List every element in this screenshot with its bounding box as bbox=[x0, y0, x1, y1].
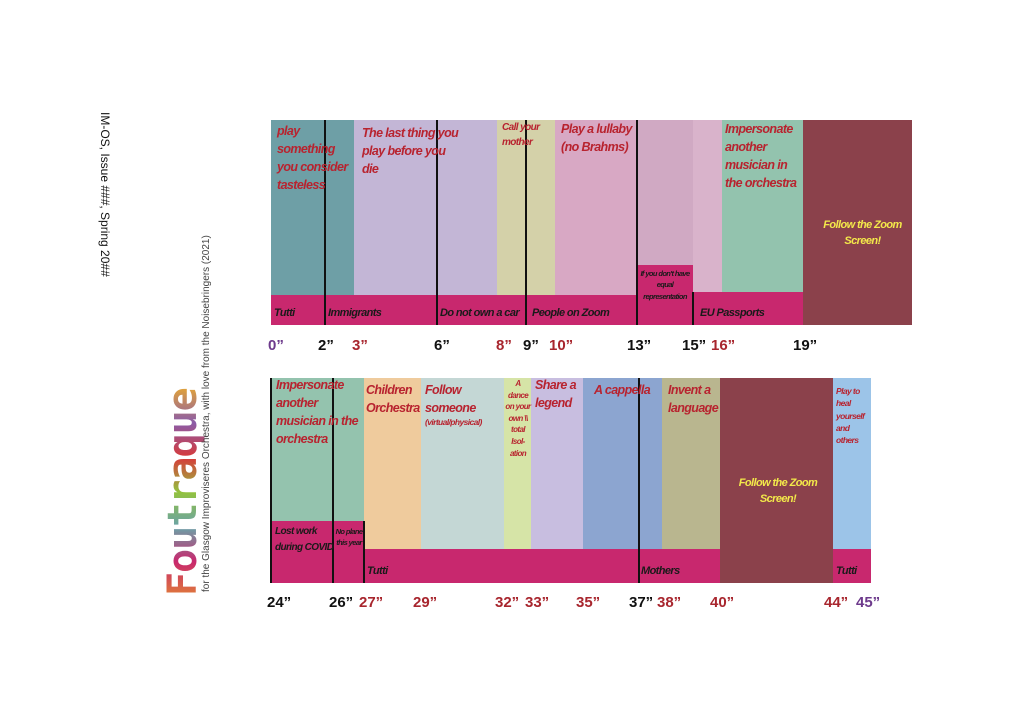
time-label: 45” bbox=[856, 594, 881, 611]
time-label: 15” bbox=[682, 337, 707, 354]
block-note: (virtual/physical) bbox=[425, 417, 482, 427]
band-label: People on Zoom bbox=[532, 307, 610, 319]
time-label: 13” bbox=[627, 337, 652, 354]
color-block bbox=[271, 521, 364, 583]
time-label: 16” bbox=[711, 337, 736, 354]
dedication: for the Glasgow Improviseres Orchestra, … bbox=[201, 235, 212, 592]
time-label: 19” bbox=[793, 337, 818, 354]
time-label: 3” bbox=[352, 337, 368, 354]
time-label: 44” bbox=[824, 594, 849, 611]
time-label: 33” bbox=[525, 594, 550, 611]
time-label: 6” bbox=[434, 337, 450, 354]
band-label: Lost work during COVID bbox=[275, 526, 334, 553]
issue-label: IM-OS, Issue ###, Spring 20## bbox=[98, 112, 112, 277]
time-label: 40” bbox=[710, 594, 735, 611]
instruction: Follow the Zoom Screen! bbox=[738, 477, 818, 505]
time-label: 8” bbox=[496, 337, 512, 354]
divider-line bbox=[525, 120, 527, 325]
instruction: Invent a language bbox=[668, 383, 719, 416]
time-label: 29” bbox=[413, 594, 438, 611]
instruction: A dance on your own \\ total Isol-ation bbox=[505, 379, 531, 458]
color-block bbox=[421, 378, 504, 549]
color-block bbox=[720, 378, 833, 583]
time-label: 27” bbox=[359, 594, 384, 611]
color-block bbox=[693, 292, 803, 325]
time-label: 38” bbox=[657, 594, 682, 611]
band-label: Mothers bbox=[641, 565, 680, 577]
band-label: Immigrants bbox=[328, 307, 382, 319]
instruction: Children Orchestra bbox=[366, 383, 420, 416]
color-block bbox=[271, 120, 354, 295]
color-block bbox=[803, 120, 912, 325]
divider-line bbox=[332, 378, 334, 583]
color-block bbox=[583, 378, 662, 549]
instruction: Call your mother bbox=[502, 122, 540, 148]
instruction: Follow someone bbox=[425, 383, 476, 416]
instruction: play something you consider tasteless bbox=[277, 124, 348, 193]
color-block bbox=[833, 378, 871, 549]
color-block bbox=[364, 549, 720, 583]
divider-line bbox=[363, 521, 365, 583]
time-label: 2” bbox=[318, 337, 334, 354]
divider-line bbox=[270, 378, 272, 583]
color-block bbox=[637, 265, 693, 325]
instruction: Impersonate another musician in the orch… bbox=[725, 122, 797, 191]
instruction: Impersonate another musician in the orch… bbox=[276, 378, 359, 447]
instruction: Play to heal yourself and others bbox=[836, 386, 865, 446]
color-block bbox=[271, 378, 364, 521]
band-label: Do not own a car bbox=[440, 307, 520, 319]
time-label: 24” bbox=[267, 594, 292, 611]
time-label: 35” bbox=[576, 594, 601, 611]
color-block bbox=[662, 378, 720, 549]
band-label: Tutti bbox=[836, 565, 857, 577]
logo: Foutraque bbox=[160, 388, 206, 596]
divider-line bbox=[692, 292, 694, 325]
divider-line bbox=[324, 120, 326, 325]
instruction: Play a lullaby (no Brahms) bbox=[561, 122, 632, 155]
band-label: Tutti bbox=[274, 307, 295, 319]
color-block bbox=[637, 120, 693, 265]
color-block bbox=[531, 378, 583, 549]
color-block bbox=[722, 120, 803, 292]
time-label: 10” bbox=[549, 337, 574, 354]
band-label: EU Passports bbox=[700, 307, 765, 319]
divider-line bbox=[638, 378, 640, 583]
band-label: If you don't have equal representation bbox=[640, 269, 690, 301]
instruction: A cappella bbox=[594, 383, 651, 397]
color-block bbox=[271, 295, 637, 325]
instruction: Follow the Zoom Screen! bbox=[823, 219, 902, 247]
color-block bbox=[354, 120, 497, 295]
time-label: 0” bbox=[268, 337, 284, 354]
instruction: Share a legend bbox=[535, 378, 577, 411]
color-block bbox=[693, 120, 722, 292]
time-label: 9” bbox=[523, 337, 539, 354]
color-block bbox=[504, 378, 531, 549]
time-label: 26” bbox=[329, 594, 354, 611]
instruction: The last thing you play before you die bbox=[362, 126, 459, 177]
color-block bbox=[555, 120, 637, 295]
time-label: 32” bbox=[495, 594, 520, 611]
color-block bbox=[364, 378, 421, 549]
divider-line bbox=[436, 120, 438, 325]
divider-line bbox=[636, 120, 638, 325]
band-label: No plane this year bbox=[335, 527, 363, 548]
color-block bbox=[833, 549, 871, 583]
band-label: Tutti bbox=[367, 565, 388, 577]
time-label: 37” bbox=[629, 594, 654, 611]
